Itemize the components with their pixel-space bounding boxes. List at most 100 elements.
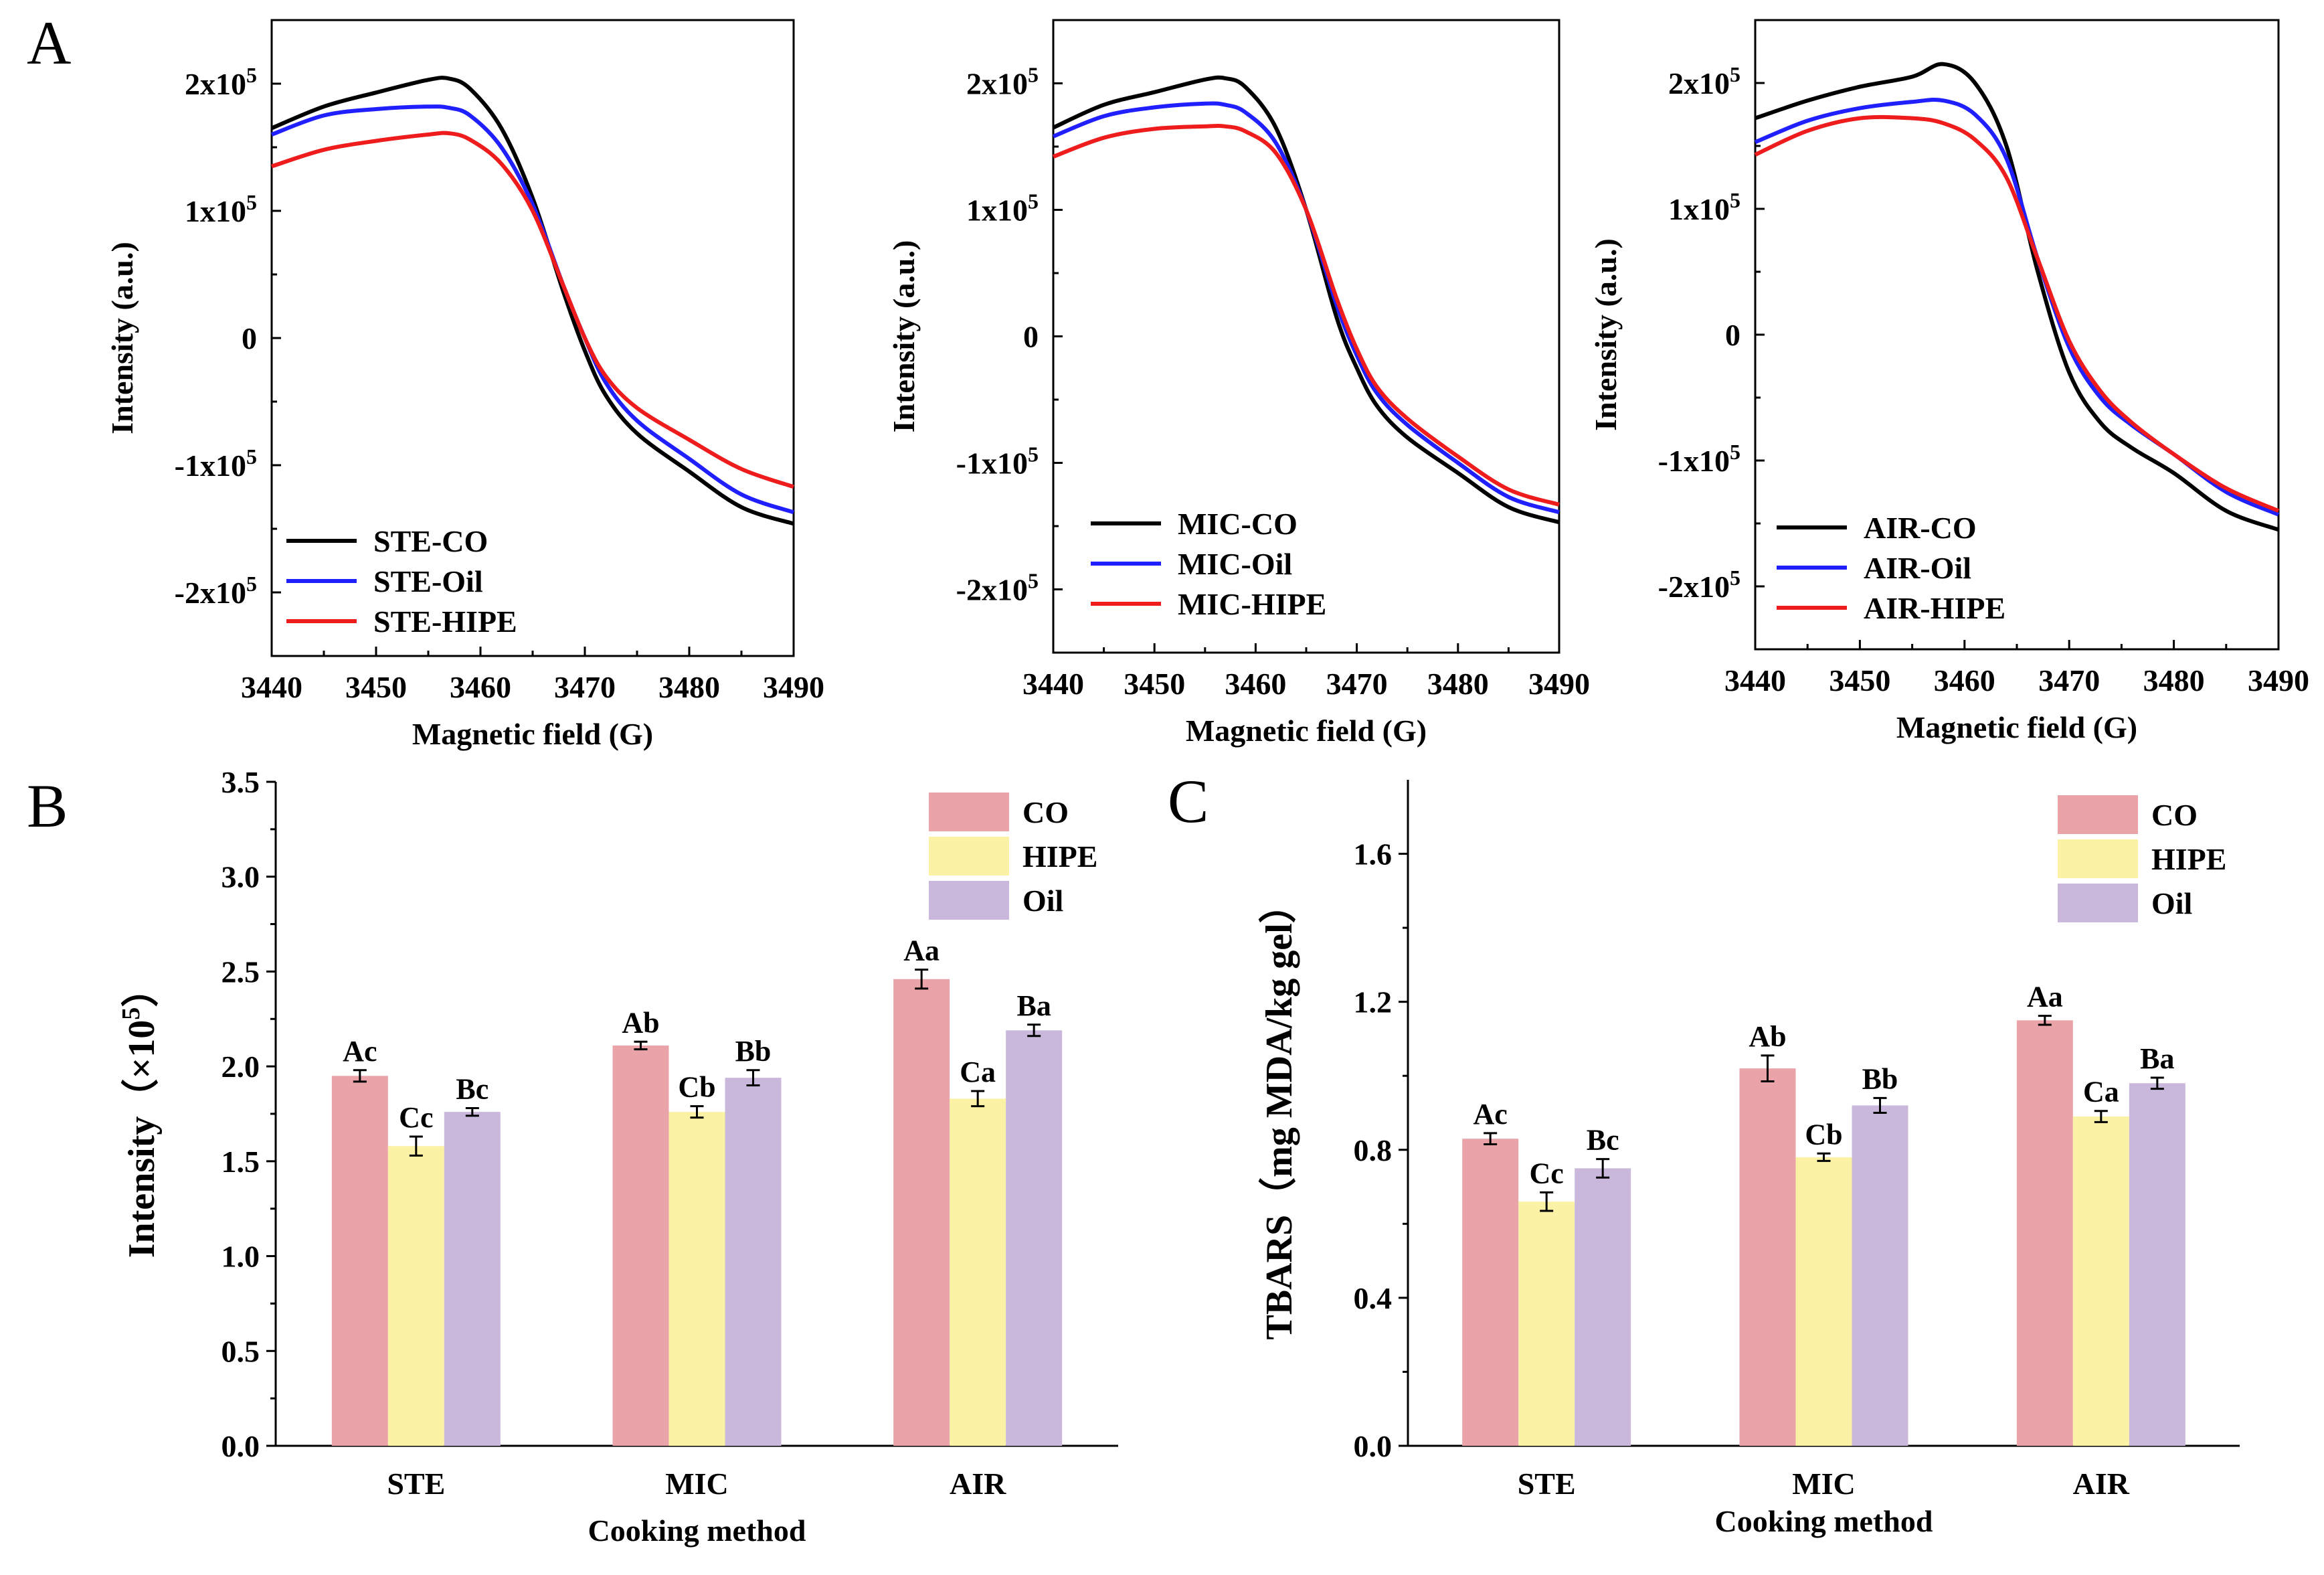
x-tick-label: 3490 <box>1528 667 1590 701</box>
x-tick-label: 3440 <box>241 670 302 704</box>
bar-co-air <box>893 979 950 1446</box>
significance-label: Ba <box>2140 1042 2174 1075</box>
significance-label: Ca <box>2083 1076 2119 1108</box>
y-tick-label: -1x105 <box>1658 440 1740 478</box>
y-tick-mantissa: 2x10 <box>1668 66 1730 100</box>
y-tick-label: -2x105 <box>175 572 257 610</box>
legend-swatch <box>2058 884 2138 922</box>
legend-swatch <box>929 881 1009 920</box>
y-tick-label: 0.0 <box>221 1429 260 1463</box>
significance-label: Cc <box>399 1101 433 1134</box>
bar-hipe-ste <box>387 1146 444 1446</box>
bar-co-ste <box>1462 1139 1519 1446</box>
legend-label: STE-CO <box>373 524 488 558</box>
category-label: STE <box>1518 1467 1576 1501</box>
series-line-mic-oil <box>1052 101 1560 515</box>
legend-label: STE-HIPE <box>373 604 517 639</box>
y-tick-exponent: 5 <box>1028 442 1039 467</box>
bar-oil-ste <box>444 1112 501 1446</box>
epr-chart-air: 3440 3450 3460 3470 3480 3490-2x105-1x10501x1… <box>1589 19 2309 744</box>
significance-label: Cb <box>678 1071 715 1104</box>
y-tick-label: 0.8 <box>1354 1133 1393 1167</box>
y-axis-title: Intensity（×105） <box>117 970 163 1258</box>
legend-label: Oil <box>1022 884 1063 918</box>
x-axis-title: Magnetic field (G) <box>412 717 653 751</box>
y-tick-mantissa: -2x10 <box>175 576 246 610</box>
series-line-air-hipe <box>1754 114 2280 513</box>
legend-label: MIC-Oil <box>1178 547 1292 581</box>
y-tick-exponent: 5 <box>1730 188 1740 212</box>
y-tick-label: 2.0 <box>221 1050 260 1084</box>
y-tick-label: 2x105 <box>185 63 257 101</box>
tbars-bar-chart: 0.0 0.4 0.8 1.2 1.6 STE Ac Cc Bc MIC Ab Cb Bb AIR Aa Ca… <box>1258 780 2240 1538</box>
legend-swatch <box>2058 795 2138 834</box>
bar-hipe-mic <box>668 1112 725 1446</box>
x-axis-title: Magnetic field (G) <box>1896 710 2137 744</box>
y-tick-label: 1.5 <box>221 1145 260 1179</box>
bar-hipe-mic <box>1795 1157 1852 1446</box>
y-axis-title-text: TBARS（mg MDA/kg gel） <box>1258 886 1300 1339</box>
intensity-bar-chart: 0.0 0.5 1.0 1.5 2.0 2.5 3.0 3.5 STE Ac Cc Bc MIC Ab Cb… <box>117 765 1118 1548</box>
bar-hipe-ste <box>1518 1201 1575 1446</box>
significance-label: Ab <box>622 1006 659 1039</box>
y-axis-title-exponent: 5 <box>117 1007 145 1020</box>
y-tick-exponent: 5 <box>1028 569 1039 593</box>
epr-chart-mic: 3440 3450 3460 3470 3480 3490-2x105-1x10501x1… <box>887 19 1590 748</box>
y-tick-exponent: 5 <box>1730 440 1740 464</box>
y-axis-title: Intensity (a.u.) <box>1589 238 1623 431</box>
legend-label: HIPE <box>1022 839 1097 874</box>
y-tick-label: 0.0 <box>1354 1429 1393 1463</box>
y-tick-label: 0.5 <box>221 1334 260 1368</box>
y-tick-label: 2.5 <box>221 955 260 989</box>
significance-label: Aa <box>903 934 940 967</box>
panel-label-a: A <box>27 9 71 77</box>
bar-oil-ste <box>1575 1168 1631 1446</box>
significance-label: Ba <box>1016 989 1051 1022</box>
y-tick-label: 0 <box>1023 320 1039 354</box>
y-tick-mantissa: -1x10 <box>1658 444 1730 478</box>
y-tick-exponent: 5 <box>246 444 257 469</box>
x-axis-title: Magnetic field (G) <box>1186 714 1427 748</box>
y-tick-mantissa: -1x10 <box>956 446 1028 481</box>
y-axis-title-text: Intensity（×10 <box>120 1020 163 1258</box>
panel-label-c: C <box>1168 767 1209 835</box>
y-tick-label: 1.0 <box>221 1240 260 1274</box>
x-tick-label: 3450 <box>1829 663 1890 697</box>
significance-label: Cb <box>1805 1118 1842 1151</box>
bar-oil-mic <box>1852 1105 1908 1446</box>
legend-label: MIC-HIPE <box>1178 587 1326 621</box>
significance-label: Ac <box>343 1035 377 1068</box>
x-tick-label: 3470 <box>2038 663 2100 697</box>
series-line-ste-oil <box>270 104 794 515</box>
y-axis-title: TBARS（mg MDA/kg gel） <box>1258 886 1300 1339</box>
plot-frame <box>270 19 795 657</box>
x-tick-label: 3440 <box>1724 663 1786 697</box>
bar-co-mic <box>1739 1068 1796 1446</box>
category-label: STE <box>387 1467 445 1501</box>
y-tick-label: 1x105 <box>185 190 257 228</box>
y-tick-label: 2x105 <box>966 63 1039 101</box>
y-tick-exponent: 5 <box>1028 189 1039 214</box>
y-axis-title: Intensity (a.u.) <box>105 242 139 434</box>
legend-label: CO <box>2151 798 2198 832</box>
bar-hipe-air <box>950 1098 1006 1446</box>
legend-swatch <box>2058 839 2138 878</box>
legend-swatch <box>929 837 1009 876</box>
x-tick-label: 3460 <box>450 670 511 704</box>
series-line-mic-co <box>1052 75 1560 525</box>
x-tick-label: 3450 <box>345 670 407 704</box>
y-tick-label: 1x105 <box>1668 188 1740 226</box>
y-tick-mantissa: 2x10 <box>966 67 1028 101</box>
legend-label: CO <box>1022 795 1069 829</box>
y-tick-label: 0 <box>1725 318 1740 352</box>
significance-label: Bc <box>456 1072 488 1105</box>
significance-label: Ab <box>1749 1020 1786 1053</box>
y-tick-label: -1x105 <box>956 442 1039 481</box>
legend-swatch <box>929 793 1009 831</box>
bar-oil-mic <box>725 1078 782 1446</box>
y-tick-mantissa: 2x10 <box>185 67 246 101</box>
y-tick-exponent: 5 <box>246 572 257 596</box>
plot-frame <box>1052 19 1560 654</box>
legend-label: AIR-CO <box>1864 511 1977 545</box>
